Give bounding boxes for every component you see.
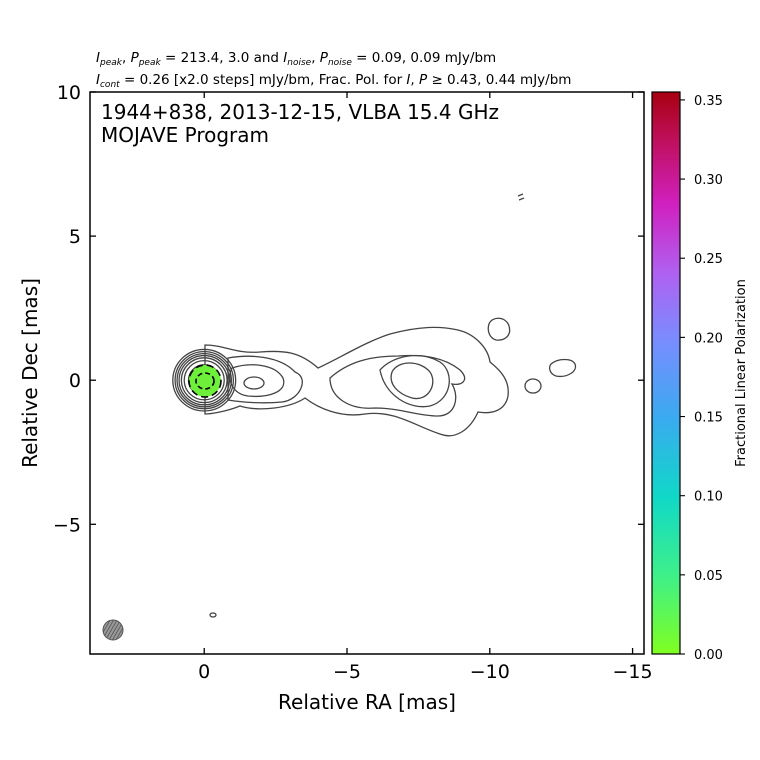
artifact-contour xyxy=(517,193,525,201)
x-tick-label: −15 xyxy=(613,661,653,683)
jet-contour-3 xyxy=(329,354,466,417)
x-axis-title: Relative RA [mas] xyxy=(278,690,456,714)
jet-inner-contour xyxy=(229,364,285,398)
colorbar-tick-label: 0.30 xyxy=(694,173,723,188)
core-contour xyxy=(178,354,231,406)
jet-knot-contour xyxy=(243,376,265,390)
core-contour xyxy=(174,351,235,410)
artifact-contour-lower xyxy=(209,612,217,618)
core-polarization-contour xyxy=(188,364,222,398)
core-polarization-fill xyxy=(189,365,221,397)
jet-contour-2 xyxy=(227,355,303,404)
inset-subtitle: MOJAVE Program xyxy=(101,123,269,147)
jet-contour-4 xyxy=(379,354,450,408)
y-tick-label: 5 xyxy=(69,226,81,248)
colorbar-tick-label: 0.10 xyxy=(694,490,723,505)
x-tick-label: −10 xyxy=(470,661,510,683)
colorbar-title: Fractional Linear Polarization xyxy=(734,279,749,467)
y-tick-label: 0 xyxy=(69,370,81,392)
y-axis-title: Relative Dec [mas] xyxy=(18,278,42,468)
header-line-2: Icont = 0.26 [x2.0 steps] mJy/bm, Frac. … xyxy=(96,72,571,90)
jet-outer-contour xyxy=(204,326,509,437)
core-contour xyxy=(172,348,237,412)
colorbar-tick-label: 0.15 xyxy=(694,411,723,426)
colorbar xyxy=(651,91,681,655)
core-polarization-inner xyxy=(195,372,215,390)
colorbar-tick-label: 0.20 xyxy=(694,331,723,346)
component-north xyxy=(487,317,511,341)
contour-map xyxy=(102,193,577,641)
axis-ticks: 0 −5 −10 −15 −5 0 5 10 xyxy=(53,82,653,683)
colorbar-ticks: 0.00 0.05 0.10 0.15 0.20 0.25 0.30 0.35 xyxy=(680,94,723,663)
core-contour xyxy=(180,357,228,404)
y-tick-label: −5 xyxy=(53,514,81,536)
y-tick-label: 10 xyxy=(57,82,81,104)
component-east xyxy=(549,358,577,378)
core-contour xyxy=(183,359,225,401)
jet-contour-5 xyxy=(390,362,434,400)
component-small xyxy=(524,378,542,394)
x-tick-label: −5 xyxy=(333,661,361,683)
colorbar-tick-label: 0.00 xyxy=(694,648,723,663)
colorbar-tick-label: 0.35 xyxy=(694,94,723,109)
beam-ellipse xyxy=(102,619,124,641)
colorbar-tick-label: 0.25 xyxy=(694,252,723,267)
core-contours xyxy=(172,348,237,412)
core-contour xyxy=(176,352,233,408)
colorbar-tick-label: 0.05 xyxy=(694,569,723,584)
x-tick-label: 0 xyxy=(198,661,210,683)
header-line-1: Ipeak, Ppeak = 213.4, 3.0 and Inoise, Pn… xyxy=(96,50,496,68)
inset-title: 1944+838, 2013-12-15, VLBA 15.4 GHz xyxy=(101,100,499,124)
